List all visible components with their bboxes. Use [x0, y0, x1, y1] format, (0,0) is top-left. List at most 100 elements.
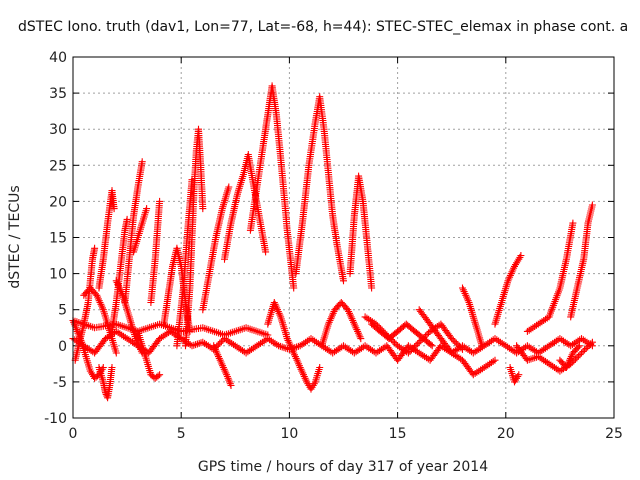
data-point: [190, 341, 198, 349]
y-tick-label: 0: [58, 339, 67, 355]
data-point: [459, 345, 466, 353]
data-point: [409, 344, 417, 352]
data-point: [415, 338, 423, 346]
data-point: [411, 343, 419, 351]
data-point: [574, 352, 582, 360]
data-point: [428, 342, 436, 350]
data-point: [112, 349, 120, 357]
data-point: [582, 344, 590, 352]
data-point: [217, 338, 225, 346]
data-point: [384, 333, 392, 340]
data-point: [584, 343, 592, 351]
data-point: [448, 335, 456, 343]
data-point: [418, 335, 426, 343]
tick-labels: 0 5 10 15 20 25 -10 -5 0 5 10 15 20 25 30 35 40: [44, 50, 623, 442]
y-tick-label: 10: [49, 267, 67, 283]
data-point: [575, 342, 583, 350]
data-point: [406, 348, 414, 355]
y-tick-label: -10: [44, 411, 67, 427]
data-point: [156, 371, 164, 379]
data-point: [423, 331, 431, 338]
data-point: [517, 252, 525, 259]
data-point: [588, 338, 596, 346]
data-point: [156, 197, 164, 205]
data-markers: [69, 82, 596, 402]
data-point: [570, 357, 578, 365]
x-tick-label: 20: [497, 426, 515, 442]
data-point: [197, 339, 205, 347]
data-point: [576, 351, 584, 359]
data-point: [378, 326, 386, 334]
x-tick-label: 15: [389, 426, 407, 442]
data-point: [414, 340, 422, 348]
data-point: [457, 344, 465, 352]
data-point: [264, 320, 272, 328]
chart-title: dSTEC Iono. truth (dav1, Lon=77, Lat=-68…: [18, 19, 628, 35]
data-point: [515, 371, 523, 379]
data-point: [491, 356, 499, 364]
data-point: [454, 341, 462, 349]
data-point: [357, 335, 365, 343]
data-point: [225, 183, 233, 191]
x-axis-label: GPS time / hours of day 317 of year 2014: [198, 459, 488, 475]
data-point: [412, 341, 420, 349]
data-point: [420, 334, 428, 341]
data-point: [211, 344, 219, 352]
data-point: [91, 244, 99, 252]
y-tick-label: 40: [49, 50, 67, 66]
data-point: [340, 277, 347, 285]
data-point: [449, 336, 457, 344]
y-tick-label: 30: [49, 122, 67, 138]
x-tick-label: 0: [69, 426, 78, 442]
y-tick-label: 5: [58, 303, 67, 319]
data-point: [368, 284, 376, 292]
data-point: [123, 215, 131, 223]
data-point: [380, 328, 388, 336]
data-point: [578, 349, 585, 357]
data-point: [581, 346, 589, 354]
data-point: [387, 336, 395, 344]
data-point: [491, 320, 499, 328]
data-point: [579, 348, 587, 355]
y-tick-label: 20: [49, 194, 67, 210]
x-tick-label: 5: [177, 426, 186, 442]
data-point: [386, 334, 394, 342]
data-point: [280, 344, 288, 352]
data-point: [213, 342, 221, 350]
data-point: [533, 353, 540, 361]
data-point: [383, 331, 391, 339]
data-point: [377, 325, 385, 333]
data-point: [138, 158, 146, 166]
data-point: [389, 337, 397, 345]
data-point: [451, 338, 459, 346]
data-point: [188, 176, 196, 184]
data-point: [404, 349, 412, 357]
data-point: [375, 323, 383, 331]
data-point: [585, 341, 593, 349]
data-point: [588, 201, 596, 209]
data-point: [408, 346, 415, 354]
data-point: [573, 354, 581, 362]
y-tick-label: 15: [49, 231, 67, 247]
data-point: [193, 340, 201, 348]
data-point: [452, 339, 460, 347]
y-tick-label: 35: [49, 86, 67, 102]
data-point: [381, 329, 389, 337]
data-point: [574, 343, 582, 351]
data-point: [110, 205, 118, 213]
data-point: [290, 284, 298, 292]
data-point: [455, 342, 463, 350]
data-point: [571, 355, 579, 363]
data-point: [568, 358, 576, 366]
data-point: [262, 248, 270, 256]
x-tick-label: 25: [605, 426, 623, 442]
data-point: [210, 345, 218, 353]
data-point: [154, 372, 162, 380]
data-point: [192, 341, 200, 349]
data-point: [264, 331, 272, 339]
data-point: [417, 337, 425, 345]
x-tick-label: 10: [280, 426, 298, 442]
data-point: [587, 340, 595, 348]
y-tick-label: 25: [49, 158, 67, 174]
